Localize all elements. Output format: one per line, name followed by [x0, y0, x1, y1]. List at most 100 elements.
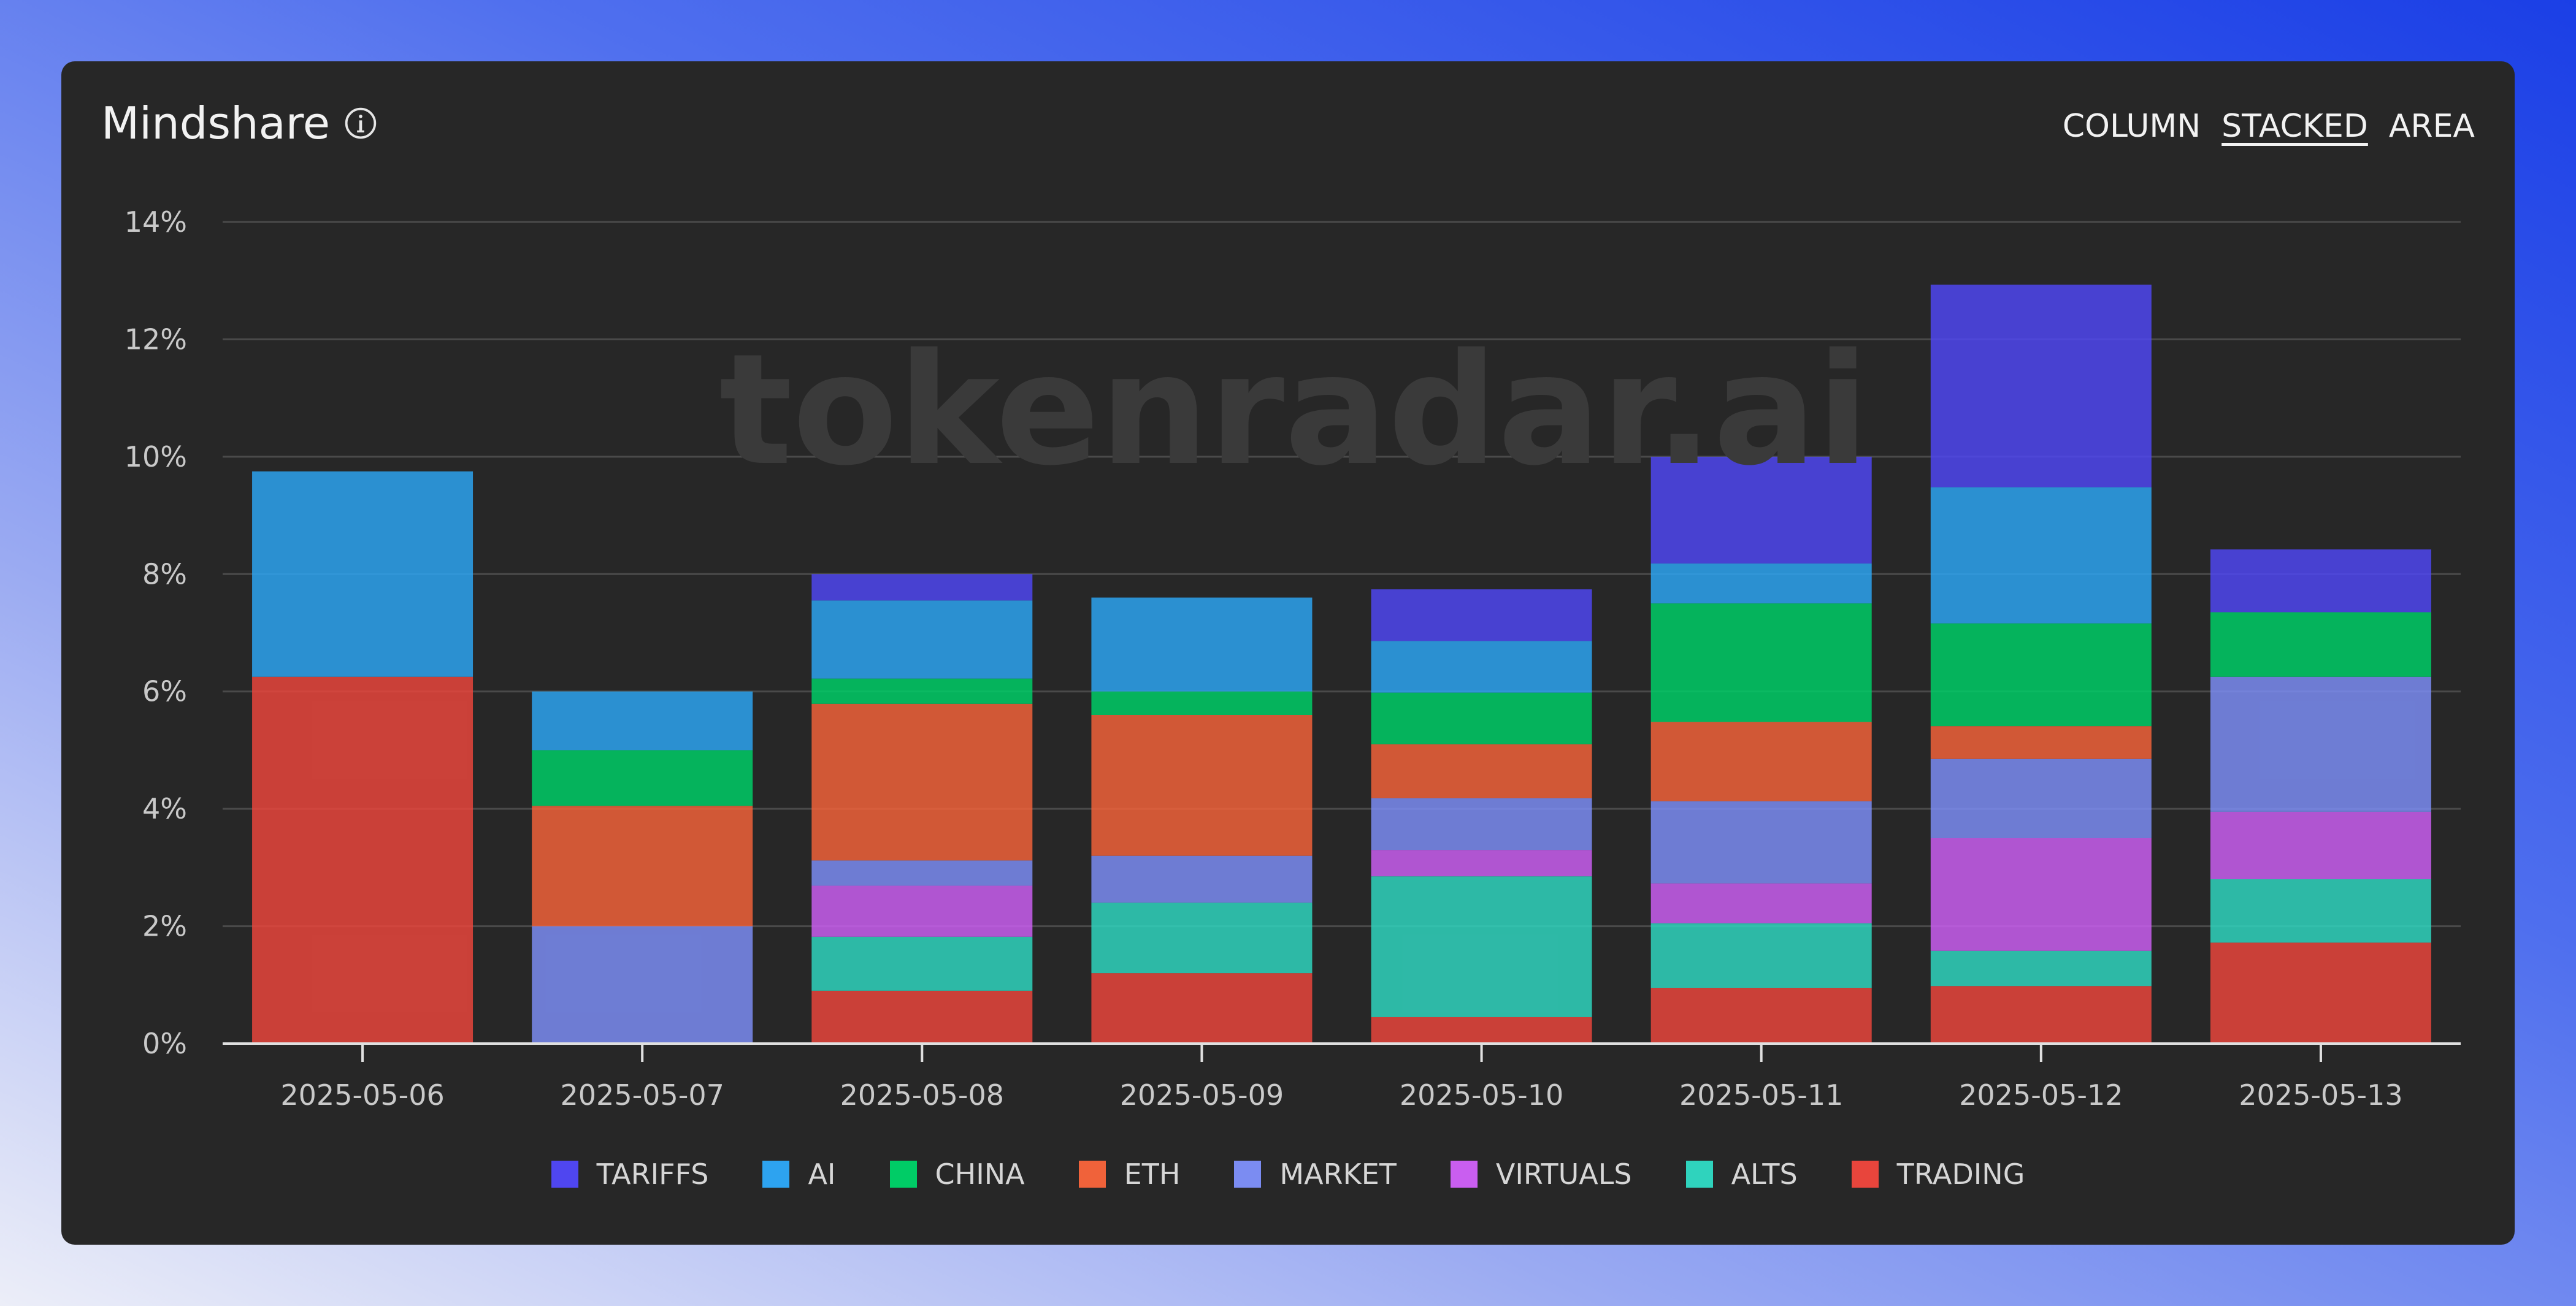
bar-segment-eth[interactable] [1650, 722, 1872, 801]
y-tick-label: 8% [142, 557, 187, 590]
bar-segment-eth[interactable] [1930, 726, 2152, 759]
page-title: Mindshare [101, 97, 331, 149]
toggle-column[interactable]: COLUMN [2062, 108, 2201, 145]
chart-header: Mindshare [101, 101, 378, 145]
legend-item-eth[interactable]: ETH [1078, 1158, 1181, 1191]
bar-segment-china[interactable] [811, 678, 1033, 704]
bar-segment-china[interactable] [1930, 623, 2152, 727]
bar-segment-virtuals[interactable] [1371, 850, 1592, 877]
bar-segment-china[interactable] [2210, 612, 2431, 677]
y-tick-label: 4% [142, 792, 187, 825]
x-tick-label: 2025-05-06 [280, 1079, 444, 1112]
bar-segment-china[interactable] [532, 750, 753, 806]
legend-label: TRADING [1896, 1158, 2025, 1191]
bar-segment-virtuals[interactable] [1650, 883, 1872, 923]
legend-swatch [1234, 1161, 1262, 1188]
x-tick-label: 2025-05-12 [1959, 1079, 2123, 1112]
x-tick-label: 2025-05-11 [1679, 1079, 1843, 1112]
bar-segment-virtuals[interactable] [1930, 838, 2152, 951]
legend-swatch [1851, 1161, 1879, 1188]
legend-label: VIRTUALS [1495, 1158, 1632, 1191]
bar-segment-ai[interactable] [811, 600, 1033, 679]
bar-segment-virtuals[interactable] [811, 885, 1033, 937]
legend-swatch [889, 1161, 917, 1188]
bar-segment-virtuals[interactable] [2210, 811, 2431, 879]
toggle-stacked[interactable]: STACKED [2221, 108, 2368, 145]
bar-segment-tariffs[interactable] [811, 574, 1033, 601]
bar-segment-eth[interactable] [532, 806, 753, 926]
y-tick-label: 6% [142, 675, 187, 708]
legend-swatch [762, 1161, 790, 1188]
bar-segment-market[interactable] [1650, 801, 1872, 884]
legend-label: ALTS [1731, 1158, 1798, 1191]
bar-segment-tariffs[interactable] [1371, 589, 1592, 641]
legend-swatch [1450, 1161, 1478, 1188]
bar-segment-ai[interactable] [1091, 597, 1313, 692]
bar-segment-eth[interactable] [1371, 744, 1592, 798]
legend-item-alts[interactable]: ALTS [1685, 1158, 1798, 1191]
y-axis-ticks: 0% 2% 4% 6% 8% 10% 12% 14% [125, 205, 187, 1060]
bar-segment-tariffs[interactable] [1650, 456, 1872, 564]
bar-segment-trading[interactable] [252, 676, 473, 1044]
bar-segment-trading[interactable] [811, 990, 1033, 1044]
y-tick-label: 12% [125, 323, 187, 356]
legend-item-market[interactable]: MARKET [1234, 1158, 1397, 1191]
bar-segment-ai[interactable] [1650, 563, 1872, 604]
bar-segment-ai[interactable] [252, 471, 473, 677]
bar-segment-alts[interactable] [1930, 950, 2152, 987]
bars [252, 284, 2431, 1044]
bar-segment-market[interactable] [1091, 855, 1313, 903]
bar-segment-ai[interactable] [532, 691, 753, 750]
bar-segment-ai[interactable] [1930, 487, 2152, 624]
chart-type-toggle: COLUMN STACKED AREA [2063, 110, 2475, 142]
bar-segment-trading[interactable] [1091, 973, 1313, 1044]
bar-segment-trading[interactable] [2210, 942, 2431, 1044]
bar-segment-alts[interactable] [1371, 876, 1592, 1017]
bar-segment-china[interactable] [1650, 603, 1872, 722]
toggle-area[interactable]: AREA [2388, 108, 2475, 145]
legend-item-virtuals[interactable]: VIRTUALS [1450, 1158, 1632, 1191]
legend-label: MARKET [1279, 1158, 1397, 1191]
bar-segment-china[interactable] [1091, 691, 1313, 715]
legend-label: TARIFFS [596, 1158, 709, 1191]
legend-swatch [1685, 1161, 1713, 1188]
watermark: tokenradar.ai [719, 321, 1869, 499]
y-tick-label: 0% [142, 1027, 187, 1060]
bar-segment-china[interactable] [1371, 692, 1592, 744]
bar-segment-alts[interactable] [1091, 903, 1313, 974]
bar-segment-market[interactable] [1371, 798, 1592, 850]
bar-segment-trading[interactable] [1930, 986, 2152, 1044]
legend-item-trading[interactable]: TRADING [1851, 1158, 2025, 1191]
legend-label: AI [808, 1158, 836, 1191]
x-tick-label: 2025-05-10 [1400, 1079, 1563, 1112]
y-tick-label: 10% [125, 440, 187, 473]
bar-segment-market[interactable] [811, 860, 1033, 886]
bar-segment-market[interactable] [532, 926, 753, 1044]
bar-segment-tariffs[interactable] [1930, 284, 2152, 487]
bar-segment-trading[interactable] [1650, 988, 1872, 1044]
bar-segment-trading[interactable] [1371, 1017, 1592, 1044]
legend-label: ETH [1124, 1158, 1181, 1191]
bar-segment-tariffs[interactable] [2210, 549, 2431, 613]
legend-item-ai[interactable]: AI [762, 1158, 836, 1191]
legend-item-china[interactable]: CHINA [889, 1158, 1025, 1191]
legend-swatch [551, 1161, 578, 1188]
info-icon[interactable] [343, 106, 378, 140]
bar-segment-eth[interactable] [1091, 715, 1313, 856]
legend-swatch [1078, 1161, 1106, 1188]
x-tick-label: 2025-05-08 [840, 1079, 1004, 1112]
bar-segment-alts[interactable] [2210, 879, 2431, 943]
legend: TARIFFS AI CHINA ETH MARKET VIRTUALS ALTS TRADI… [0, 1160, 2576, 1188]
bar-segment-market[interactable] [2210, 676, 2431, 812]
bar-segment-market[interactable] [1930, 758, 2152, 838]
bar-segment-alts[interactable] [811, 936, 1033, 991]
y-tick-label: 2% [142, 910, 187, 943]
bar-segment-ai[interactable] [1371, 641, 1592, 693]
legend-item-tariffs[interactable]: TARIFFS [551, 1158, 709, 1191]
bar-segment-eth[interactable] [811, 703, 1033, 861]
x-axis: 2025-05-06 2025-05-07 2025-05-08 2025-05-09… [223, 1042, 2461, 1112]
legend-label: CHINA [935, 1158, 1025, 1191]
x-tick-label: 2025-05-07 [561, 1079, 724, 1112]
bar-segment-alts[interactable] [1650, 923, 1872, 988]
